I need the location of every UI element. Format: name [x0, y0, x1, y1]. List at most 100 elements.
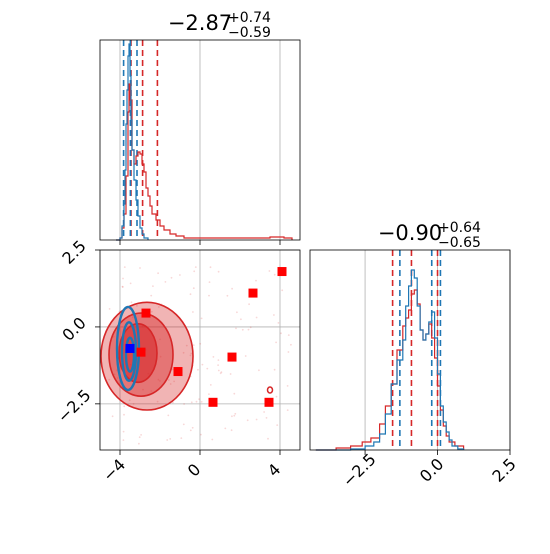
- sample-point: [123, 413, 125, 416]
- sample-point: [277, 322, 280, 324]
- param2-histogram-blue: [315, 269, 465, 451]
- sample-point: [231, 287, 234, 290]
- sample-point: [220, 371, 223, 374]
- marker-red: [277, 267, 287, 277]
- sample-point: [199, 342, 202, 345]
- sample-point: [167, 414, 170, 417]
- sample-point: [189, 293, 192, 296]
- sample-point: [231, 415, 233, 418]
- sample-point: [276, 424, 279, 426]
- sample-point: [267, 437, 269, 440]
- sample-point: [185, 344, 188, 347]
- sample-point: [157, 306, 160, 308]
- marker-blue: [125, 343, 135, 353]
- sample-point: [211, 438, 214, 441]
- contour-red-island: [266, 386, 274, 394]
- contour-blue-level-3: [124, 336, 136, 373]
- sample-point: [152, 285, 154, 287]
- param1-title-sub: −0.59: [228, 25, 271, 41]
- sample-point: [150, 310, 153, 313]
- sample-point: [121, 286, 124, 288]
- sample-point: [290, 343, 292, 346]
- sample-point: [219, 372, 222, 375]
- sample-point: [265, 417, 268, 419]
- sample-point: [286, 409, 289, 411]
- sample-point: [212, 356, 215, 358]
- param2-title-sup: +0.64: [438, 220, 481, 236]
- sample-point: [192, 344, 195, 346]
- sample-point: [208, 281, 211, 283]
- sample-point: [287, 334, 290, 336]
- sample-point: [190, 352, 193, 355]
- sample-point: [226, 294, 229, 297]
- sample-point: [280, 332, 282, 335]
- sample-point: [159, 355, 162, 358]
- sample-point: [248, 303, 251, 306]
- marker-red: [173, 367, 183, 377]
- sample-point: [138, 442, 140, 445]
- sample-point: [255, 316, 258, 319]
- marker-red: [227, 352, 237, 362]
- sample-point: [171, 368, 174, 371]
- sample-point: [230, 429, 233, 432]
- sample-point: [209, 266, 212, 269]
- sample-point: [273, 314, 275, 316]
- sample-point: [281, 289, 284, 292]
- sample-point: [275, 395, 278, 398]
- marker-red: [264, 397, 274, 407]
- sample-point: [128, 399, 131, 402]
- sample-point: [200, 401, 203, 403]
- sample-point: [200, 317, 203, 320]
- sample-point: [201, 363, 204, 366]
- sample-point: [240, 318, 242, 321]
- sample-point: [246, 419, 249, 422]
- sample-point: [217, 270, 220, 273]
- sample-point: [268, 270, 271, 272]
- sample-point: [287, 351, 290, 353]
- sample-point: [236, 311, 238, 314]
- param2-title: −0.90: [378, 221, 442, 245]
- sample-point: [164, 281, 167, 283]
- sample-point: [122, 439, 125, 441]
- sample-point: [233, 414, 236, 417]
- sample-point: [241, 328, 244, 331]
- sample-point: [123, 405, 126, 408]
- sample-point: [139, 267, 141, 269]
- sample-point: [142, 388, 144, 391]
- sample-point: [234, 412, 237, 415]
- sample-point: [194, 266, 197, 268]
- sample-point: [255, 279, 257, 282]
- sample-point: [182, 423, 185, 426]
- sample-point: [191, 426, 194, 429]
- sample-point: [233, 392, 236, 395]
- sample-point: [129, 282, 132, 285]
- sample-point: [136, 305, 138, 307]
- sample-point: [169, 438, 172, 440]
- sample-point: [113, 373, 116, 376]
- sample-point: [273, 273, 276, 276]
- sample-point: [130, 301, 133, 304]
- sample-point: [224, 427, 227, 430]
- param1-histogram-red: [116, 83, 293, 241]
- sample-point: [111, 415, 114, 418]
- sample-point: [108, 308, 111, 310]
- sample-point: [200, 433, 202, 436]
- sample-point: [244, 355, 247, 357]
- sample-point: [193, 270, 196, 273]
- sample-point: [157, 272, 160, 275]
- sample-point: [138, 436, 141, 439]
- contour-blue-level-2: [120, 321, 138, 382]
- sample-point: [273, 368, 276, 371]
- sample-point: [169, 383, 172, 385]
- sample-point: [159, 380, 161, 382]
- sample-point: [217, 364, 220, 366]
- sample-point: [255, 418, 258, 421]
- sample-point: [121, 285, 124, 288]
- sample-point: [116, 377, 119, 379]
- marker-red: [141, 308, 151, 318]
- sample-point: [217, 359, 220, 361]
- sample-point: [122, 430, 125, 433]
- sample-point: [131, 316, 134, 319]
- sample-point: [247, 328, 250, 331]
